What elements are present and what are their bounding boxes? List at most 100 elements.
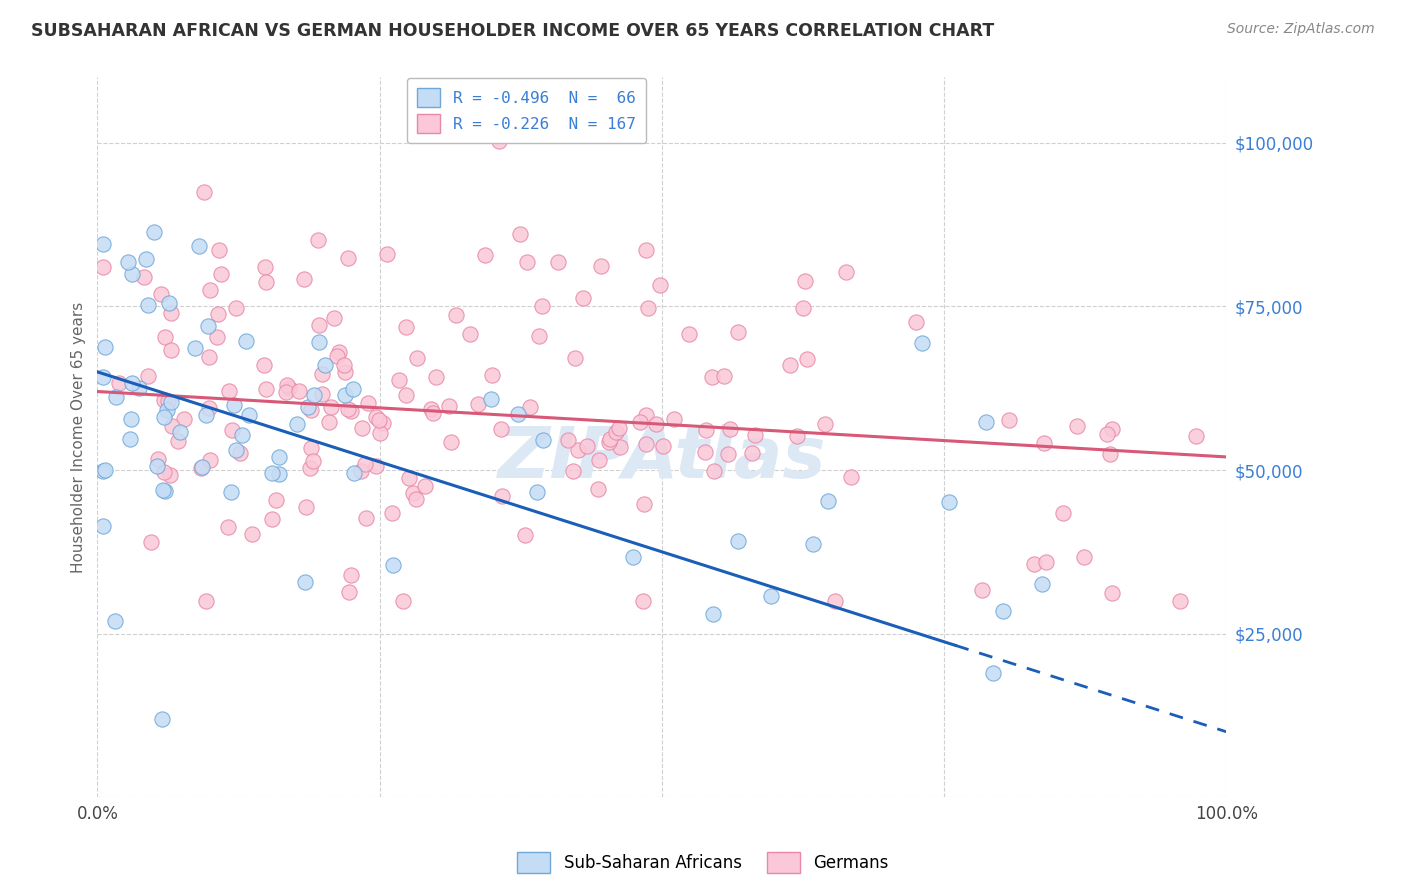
- Point: [256, 382, 278, 396]
- Point: [970, 582, 993, 597]
- Point: [588, 482, 610, 496]
- Point: [326, 349, 349, 363]
- Point: [328, 345, 350, 359]
- Point: [136, 369, 159, 384]
- Point: [152, 483, 174, 498]
- Point: [695, 423, 717, 437]
- Point: [1101, 422, 1123, 436]
- Point: [727, 325, 749, 339]
- Point: [183, 342, 205, 356]
- Point: [217, 520, 239, 534]
- Point: [160, 343, 183, 358]
- Point: [288, 384, 311, 398]
- Point: [1052, 506, 1074, 520]
- Point: [153, 484, 176, 499]
- Point: [188, 239, 211, 253]
- Point: [519, 401, 541, 415]
- Point: [222, 398, 245, 412]
- Point: [599, 433, 621, 447]
- Point: [718, 422, 741, 436]
- Point: [274, 385, 297, 400]
- Point: [761, 590, 783, 604]
- Point: [368, 413, 391, 427]
- Point: [333, 366, 356, 380]
- Point: [938, 495, 960, 509]
- Point: [173, 412, 195, 426]
- Point: [488, 134, 510, 148]
- Point: [343, 466, 366, 480]
- Point: [794, 274, 817, 288]
- Point: [308, 318, 330, 333]
- Point: [121, 376, 143, 390]
- Point: [297, 401, 319, 415]
- Point: [134, 269, 156, 284]
- Point: [547, 255, 569, 269]
- Point: [136, 298, 159, 312]
- Point: [120, 412, 142, 426]
- Point: [240, 526, 263, 541]
- Point: [835, 265, 858, 279]
- Point: [340, 403, 363, 417]
- Point: [628, 416, 651, 430]
- Point: [572, 291, 595, 305]
- Point: [141, 535, 163, 549]
- Point: [340, 567, 363, 582]
- Point: [395, 387, 418, 401]
- Point: [337, 251, 360, 265]
- Point: [636, 436, 658, 450]
- Point: [152, 392, 174, 407]
- Point: [531, 299, 554, 313]
- Point: [221, 485, 243, 500]
- Point: [991, 604, 1014, 618]
- Point: [904, 315, 927, 329]
- Point: [531, 433, 554, 447]
- Point: [302, 387, 325, 401]
- Point: [322, 311, 344, 326]
- Point: [607, 421, 630, 435]
- Point: [336, 401, 359, 416]
- Point: [91, 236, 114, 251]
- Point: [481, 392, 503, 407]
- Point: [153, 409, 176, 424]
- Point: [198, 350, 221, 364]
- Point: [605, 425, 627, 440]
- Point: [1095, 426, 1118, 441]
- Point: [94, 463, 117, 477]
- Point: [94, 340, 117, 354]
- Point: [307, 233, 329, 247]
- Point: [108, 376, 131, 391]
- Point: [981, 665, 1004, 680]
- Point: [159, 467, 181, 482]
- Point: [557, 434, 579, 448]
- Point: [311, 387, 333, 401]
- Point: [792, 301, 814, 315]
- Point: [576, 439, 599, 453]
- Point: [91, 464, 114, 478]
- Point: [564, 351, 586, 365]
- Point: [162, 419, 184, 434]
- Point: [195, 408, 218, 422]
- Point: [311, 368, 333, 382]
- Y-axis label: Householder Income Over 65 years: Householder Income Over 65 years: [72, 301, 86, 573]
- Point: [700, 369, 723, 384]
- Point: [256, 276, 278, 290]
- Point: [150, 286, 173, 301]
- Point: [637, 301, 659, 315]
- Point: [118, 432, 141, 446]
- Point: [354, 457, 377, 471]
- Point: [662, 412, 685, 426]
- Point: [1101, 586, 1123, 600]
- Point: [198, 453, 221, 467]
- Point: [562, 464, 585, 478]
- Point: [104, 614, 127, 628]
- Point: [444, 308, 467, 322]
- Point: [150, 712, 173, 726]
- Point: [169, 425, 191, 439]
- Point: [128, 381, 150, 395]
- Point: [422, 405, 444, 419]
- Point: [104, 390, 127, 404]
- Legend: R = -0.496  N =  66, R = -0.226  N = 167: R = -0.496 N = 66, R = -0.226 N = 167: [406, 78, 645, 143]
- Point: [267, 450, 290, 464]
- Point: [648, 277, 671, 292]
- Point: [197, 319, 219, 334]
